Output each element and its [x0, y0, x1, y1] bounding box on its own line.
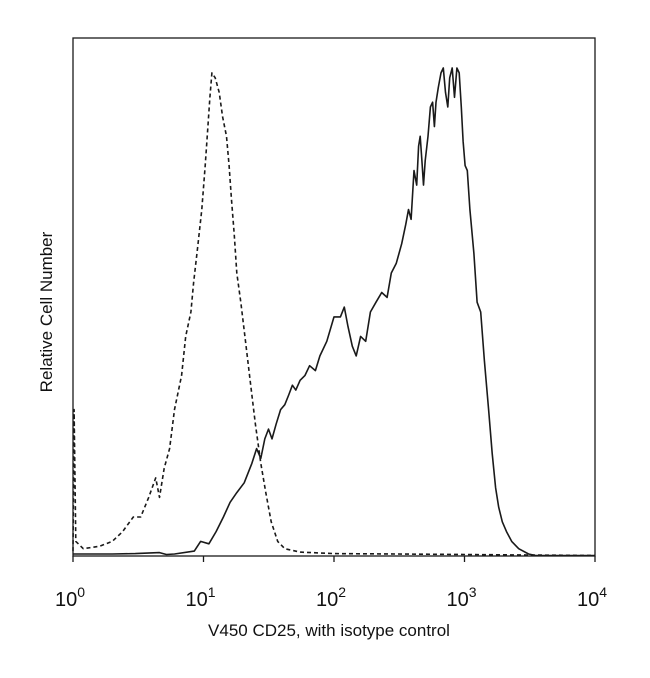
- x-tick-label-exponent: 3: [469, 584, 477, 600]
- isotype-control-curve: [72, 72, 596, 557]
- cd25-stained-curve: [73, 67, 595, 557]
- x-tick-label-exponent: 0: [77, 584, 85, 600]
- x-tick-label-base: 10: [316, 589, 338, 611]
- x-tick-label-exponent: 1: [208, 584, 216, 600]
- x-tick-label-base: 10: [577, 589, 599, 611]
- x-tick-label: 102: [316, 584, 346, 611]
- plot-frame: [72, 37, 596, 557]
- x-axis-title: V450 CD25, with isotype control: [208, 621, 450, 640]
- x-tick-label-exponent: 2: [338, 584, 346, 600]
- x-tick-label: 100: [55, 584, 85, 611]
- y-axis-title: Relative Cell Number: [37, 231, 56, 392]
- x-tick-label-base: 10: [185, 589, 207, 611]
- x-tick-label-exponent: 4: [599, 584, 607, 600]
- x-tick-label: 104: [577, 584, 607, 611]
- x-tick-label-base: 10: [55, 589, 77, 611]
- x-tick-label-base: 10: [446, 589, 468, 611]
- x-axis-ticks: 100 101 102 103 104: [55, 556, 607, 611]
- x-tick-label: 101: [185, 584, 215, 611]
- x-tick-label: 103: [446, 584, 476, 611]
- series-layer: [72, 67, 596, 557]
